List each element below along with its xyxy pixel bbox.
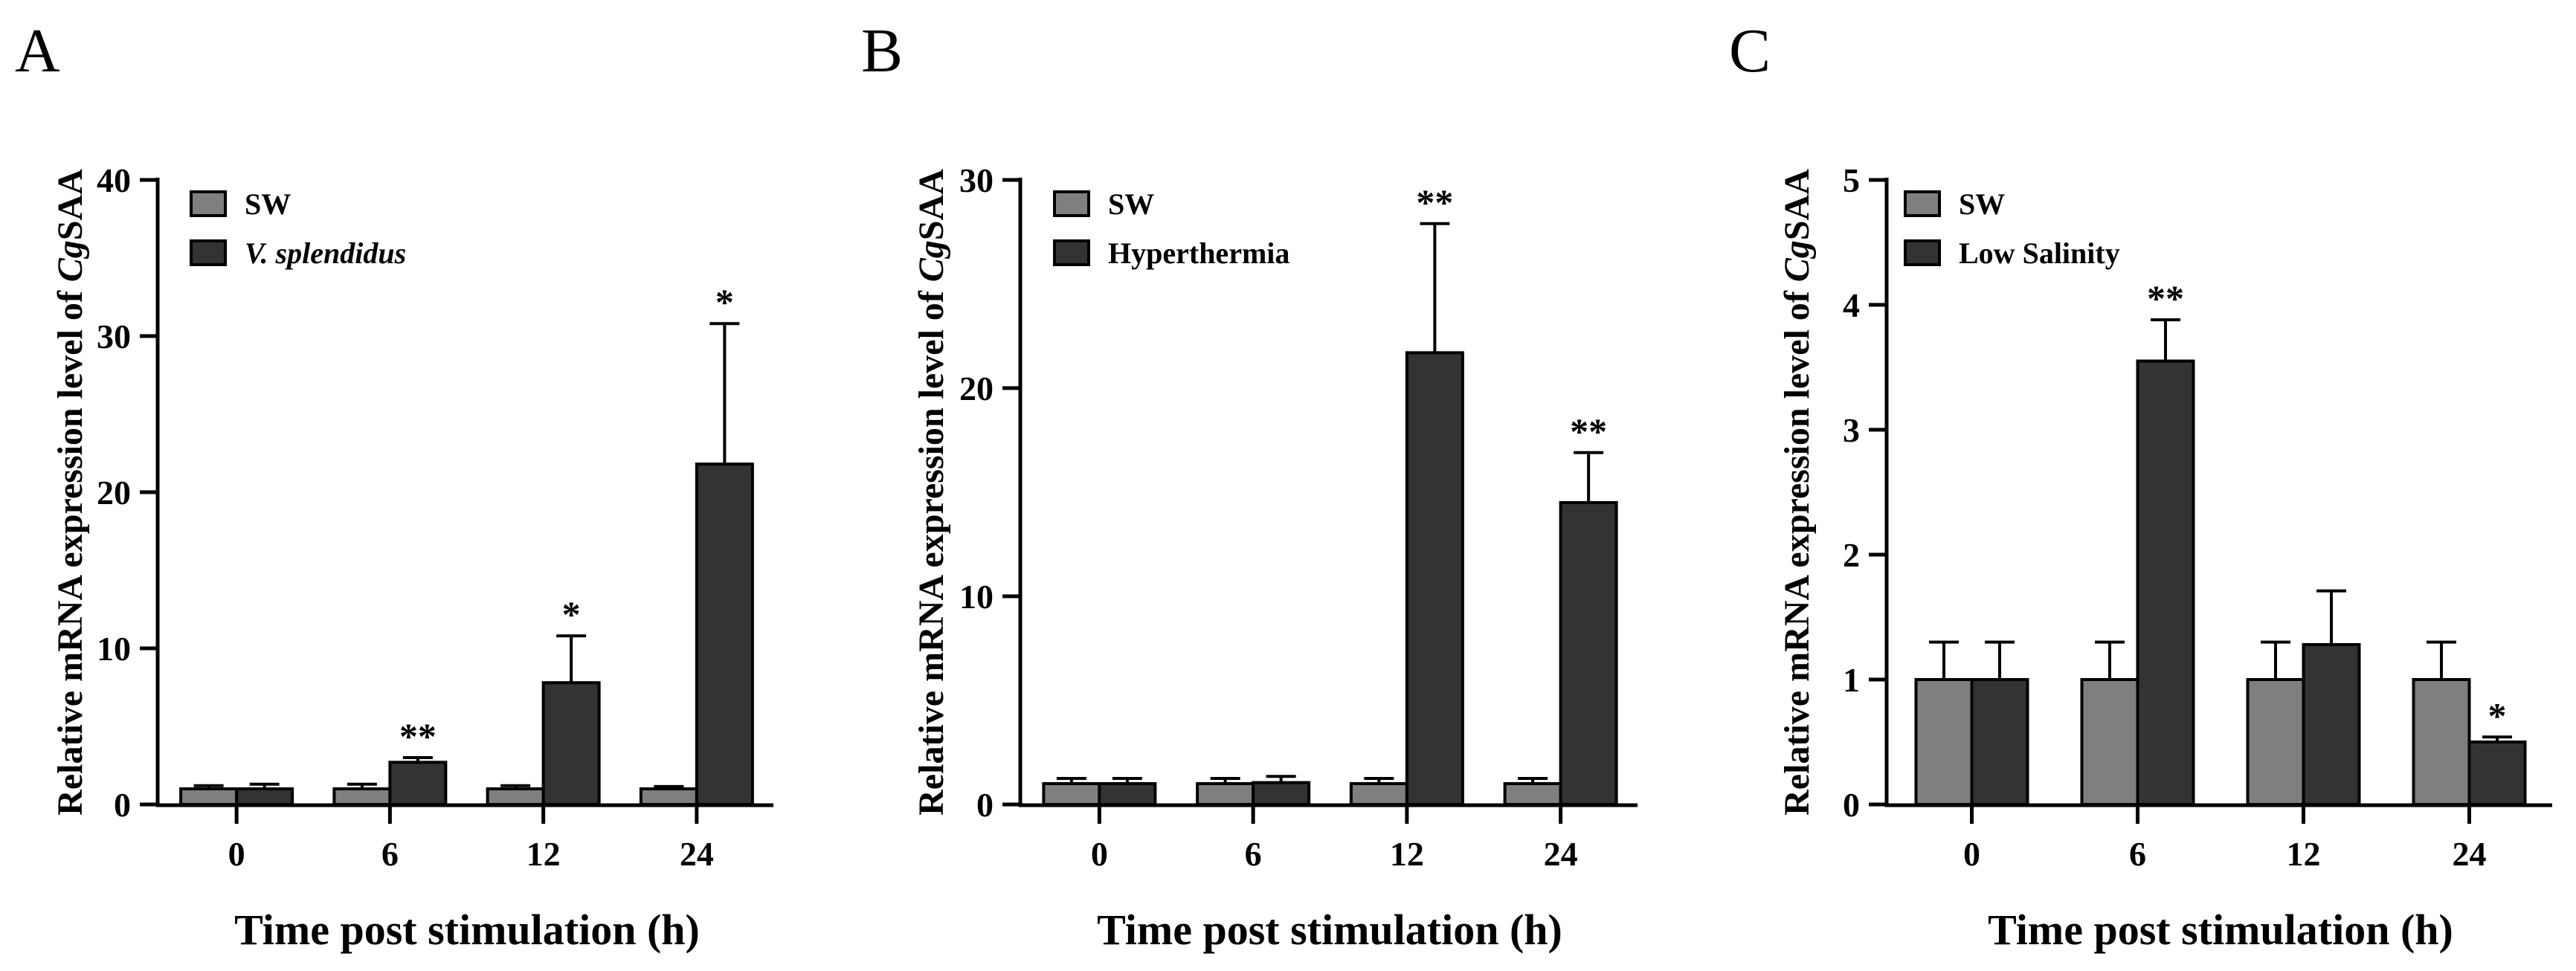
bar-sw xyxy=(1914,678,1974,806)
bar-treatment xyxy=(695,462,754,806)
significance-mark: * xyxy=(2488,694,2507,736)
legend-label: SW xyxy=(245,187,291,221)
bar-sw xyxy=(1042,782,1101,806)
bar-sw xyxy=(1349,782,1408,806)
legend-swatch-treatment xyxy=(1904,239,1941,266)
legend-swatch-treatment xyxy=(1053,239,1090,266)
y-tick-label: 30 xyxy=(97,317,131,355)
legend-label: Low Salinity xyxy=(1959,236,2120,270)
significance-mark: ** xyxy=(1570,410,1607,452)
y-tick-label: 0 xyxy=(976,786,994,824)
x-tick-label: 12 xyxy=(2287,835,2321,873)
y-tick-label: 3 xyxy=(1843,411,1860,449)
x-tick-label: 0 xyxy=(1091,835,1108,873)
y-axis-title: Relative mRNA expression level of CgSAA xyxy=(51,169,90,816)
significance-mark: * xyxy=(715,281,734,323)
x-tick-label: 12 xyxy=(527,835,561,873)
legend-label: V. splendidus xyxy=(245,236,406,270)
bar-treatment xyxy=(2467,741,2527,806)
legend-swatch-sw xyxy=(1904,190,1941,217)
x-tick-label: 24 xyxy=(2453,835,2487,873)
panel-letter: B xyxy=(861,16,903,86)
bar-sw xyxy=(639,787,698,806)
bar-treatment xyxy=(1559,501,1618,806)
legend-swatch-treatment xyxy=(190,239,227,266)
x-tick-label: 6 xyxy=(1245,835,1262,873)
y-tick-label: 40 xyxy=(97,161,131,199)
legend-swatch-sw xyxy=(1053,190,1090,217)
y-tick-label: 20 xyxy=(959,370,994,407)
bar-sw xyxy=(1196,782,1255,806)
bar-treatment xyxy=(541,681,601,807)
x-tick-label: 12 xyxy=(1390,835,1424,873)
bar-sw xyxy=(486,787,545,806)
legend-label: SW xyxy=(1108,187,1154,221)
x-tick-label: 24 xyxy=(1544,835,1578,873)
bar-treatment xyxy=(1970,678,2029,806)
bar-treatment xyxy=(388,761,448,807)
bar-sw xyxy=(2412,678,2471,806)
bar-treatment xyxy=(235,787,294,806)
y-tick-label: 10 xyxy=(959,578,994,616)
bar-sw xyxy=(2080,678,2139,806)
bar-treatment xyxy=(1405,351,1464,806)
significance-mark: * xyxy=(562,593,581,635)
bar-treatment xyxy=(1098,782,1157,806)
y-tick-label: 1 xyxy=(1843,661,1860,699)
panel-letter: C xyxy=(1729,16,1771,86)
y-tick-label: 30 xyxy=(959,161,994,199)
bar-sw xyxy=(2246,678,2305,806)
x-axis-title: Time post stimulation (h) xyxy=(1097,906,1562,954)
y-axis-title: Relative mRNA expression level of CgSAA xyxy=(912,169,951,816)
legend-label: Hyperthermia xyxy=(1108,236,1289,270)
bar-sw xyxy=(1503,782,1562,806)
y-tick-label: 5 xyxy=(1843,161,1860,199)
y-tick-label: 0 xyxy=(114,786,131,824)
bar-treatment xyxy=(2302,642,2361,807)
legend-label: SW xyxy=(1959,187,2005,221)
y-tick-label: 10 xyxy=(97,630,131,668)
panel-letter: A xyxy=(15,16,60,86)
x-tick-label: 6 xyxy=(381,835,399,873)
significance-mark: ** xyxy=(399,715,437,757)
x-axis-title: Time post stimulation (h) xyxy=(234,906,700,954)
x-tick-label: 0 xyxy=(228,835,245,873)
y-axis-title: Relative mRNA expression level of CgSAA xyxy=(1777,169,1817,816)
bar-treatment xyxy=(1252,781,1311,806)
y-tick-label: 2 xyxy=(1843,536,1860,574)
significance-mark: ** xyxy=(2147,277,2184,319)
bar-sw xyxy=(179,787,239,806)
legend-swatch-sw xyxy=(190,190,227,217)
significance-mark: ** xyxy=(1416,181,1453,223)
x-tick-label: 6 xyxy=(2129,835,2146,873)
y-tick-label: 4 xyxy=(1843,286,1860,324)
y-tick-label: 0 xyxy=(1843,786,1860,824)
x-tick-label: 24 xyxy=(680,835,714,873)
y-tick-label: 20 xyxy=(97,474,131,512)
bar-treatment xyxy=(2136,359,2195,807)
x-axis-title: Time post stimulation (h) xyxy=(1988,906,2453,954)
x-tick-label: 0 xyxy=(1963,835,1980,873)
bar-sw xyxy=(332,787,392,806)
